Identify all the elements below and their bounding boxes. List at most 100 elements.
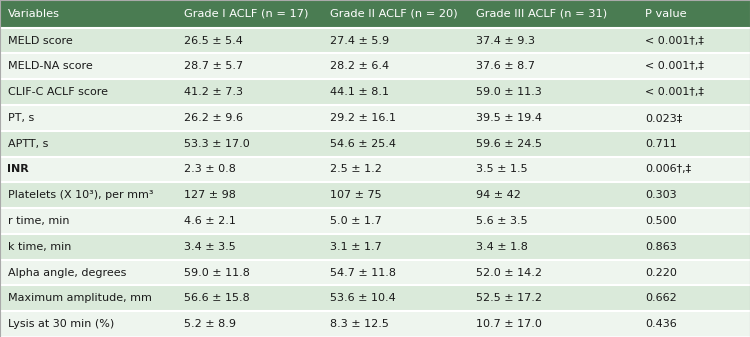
Text: MELD-NA score: MELD-NA score bbox=[8, 61, 92, 71]
Bar bbox=[0, 131, 176, 156]
Text: Platelets (X 10³), per mm³: Platelets (X 10³), per mm³ bbox=[8, 190, 153, 200]
Bar bbox=[469, 311, 638, 337]
Text: Grade III ACLF (n = 31): Grade III ACLF (n = 31) bbox=[476, 9, 608, 19]
Text: r time, min: r time, min bbox=[8, 216, 69, 226]
Text: 56.6 ± 15.8: 56.6 ± 15.8 bbox=[184, 293, 250, 303]
Text: 3.1 ± 1.7: 3.1 ± 1.7 bbox=[330, 242, 382, 252]
Text: 0.500: 0.500 bbox=[645, 216, 676, 226]
Bar bbox=[322, 234, 469, 259]
Bar bbox=[638, 208, 750, 234]
Text: k time, min: k time, min bbox=[8, 242, 70, 252]
Bar bbox=[469, 234, 638, 259]
Bar bbox=[176, 208, 322, 234]
Text: 127 ± 98: 127 ± 98 bbox=[184, 190, 236, 200]
Text: Maximum amplitude, mm: Maximum amplitude, mm bbox=[8, 293, 152, 303]
Text: 27.4 ± 5.9: 27.4 ± 5.9 bbox=[330, 35, 389, 45]
Text: 3.5 ± 1.5: 3.5 ± 1.5 bbox=[476, 164, 528, 175]
Bar bbox=[469, 285, 638, 311]
Text: 10.7 ± 17.0: 10.7 ± 17.0 bbox=[476, 319, 542, 329]
Text: 59.0 ± 11.8: 59.0 ± 11.8 bbox=[184, 268, 250, 278]
Bar bbox=[176, 182, 322, 208]
Text: 29.2 ± 16.1: 29.2 ± 16.1 bbox=[330, 113, 396, 123]
Bar bbox=[638, 285, 750, 311]
Bar bbox=[322, 285, 469, 311]
Text: 3.4 ± 1.8: 3.4 ± 1.8 bbox=[476, 242, 528, 252]
Text: 28.7 ± 5.7: 28.7 ± 5.7 bbox=[184, 61, 243, 71]
Text: 37.4 ± 9.3: 37.4 ± 9.3 bbox=[476, 35, 536, 45]
Bar bbox=[638, 0, 750, 28]
Bar bbox=[322, 259, 469, 285]
Text: 5.6 ± 3.5: 5.6 ± 3.5 bbox=[476, 216, 528, 226]
Bar bbox=[0, 259, 176, 285]
Text: Grade II ACLF (n = 20): Grade II ACLF (n = 20) bbox=[330, 9, 458, 19]
Text: 2.5 ± 1.2: 2.5 ± 1.2 bbox=[330, 164, 382, 175]
Text: 59.6 ± 24.5: 59.6 ± 24.5 bbox=[476, 139, 542, 149]
Bar bbox=[469, 131, 638, 156]
Bar bbox=[322, 54, 469, 79]
Bar bbox=[0, 0, 176, 28]
Text: 5.0 ± 1.7: 5.0 ± 1.7 bbox=[330, 216, 382, 226]
Text: 0.436: 0.436 bbox=[645, 319, 676, 329]
Text: Grade I ACLF (n = 17): Grade I ACLF (n = 17) bbox=[184, 9, 308, 19]
Bar bbox=[469, 259, 638, 285]
Bar bbox=[0, 79, 176, 105]
Text: 94 ± 42: 94 ± 42 bbox=[476, 190, 521, 200]
Bar bbox=[0, 311, 176, 337]
Bar bbox=[638, 28, 750, 54]
Bar bbox=[0, 234, 176, 259]
Bar bbox=[0, 208, 176, 234]
Text: 2.3 ± 0.8: 2.3 ± 0.8 bbox=[184, 164, 236, 175]
Text: 59.0 ± 11.3: 59.0 ± 11.3 bbox=[476, 87, 542, 97]
Bar bbox=[322, 0, 469, 28]
Bar bbox=[176, 54, 322, 79]
Bar bbox=[322, 156, 469, 182]
Text: 39.5 ± 19.4: 39.5 ± 19.4 bbox=[476, 113, 542, 123]
Text: 8.3 ± 12.5: 8.3 ± 12.5 bbox=[330, 319, 388, 329]
Text: 0.006†,‡: 0.006†,‡ bbox=[645, 164, 692, 175]
Bar bbox=[322, 28, 469, 54]
Bar bbox=[469, 28, 638, 54]
Text: 0.662: 0.662 bbox=[645, 293, 676, 303]
Bar bbox=[176, 28, 322, 54]
Bar bbox=[469, 0, 638, 28]
Text: CLIF-C ACLF score: CLIF-C ACLF score bbox=[8, 87, 107, 97]
Text: Alpha angle, degrees: Alpha angle, degrees bbox=[8, 268, 126, 278]
Text: 3.4 ± 3.5: 3.4 ± 3.5 bbox=[184, 242, 236, 252]
Bar bbox=[0, 105, 176, 131]
Bar bbox=[638, 311, 750, 337]
Text: 54.7 ± 11.8: 54.7 ± 11.8 bbox=[330, 268, 396, 278]
Text: 41.2 ± 7.3: 41.2 ± 7.3 bbox=[184, 87, 243, 97]
Text: < 0.001†,‡: < 0.001†,‡ bbox=[645, 61, 704, 71]
Bar bbox=[469, 54, 638, 79]
Bar bbox=[176, 131, 322, 156]
Text: Variables: Variables bbox=[8, 9, 59, 19]
Bar bbox=[322, 182, 469, 208]
Bar bbox=[176, 259, 322, 285]
Bar bbox=[638, 259, 750, 285]
Text: 0.711: 0.711 bbox=[645, 139, 676, 149]
Text: 0.220: 0.220 bbox=[645, 268, 676, 278]
Bar bbox=[176, 0, 322, 28]
Text: < 0.001†,‡: < 0.001†,‡ bbox=[645, 35, 704, 45]
Bar bbox=[638, 182, 750, 208]
Bar bbox=[0, 182, 176, 208]
Text: 4.6 ± 2.1: 4.6 ± 2.1 bbox=[184, 216, 236, 226]
Text: Lysis at 30 min (%): Lysis at 30 min (%) bbox=[8, 319, 114, 329]
Bar bbox=[638, 131, 750, 156]
Bar bbox=[469, 79, 638, 105]
Bar bbox=[0, 28, 176, 54]
Bar bbox=[638, 105, 750, 131]
Text: 0.863: 0.863 bbox=[645, 242, 676, 252]
Bar bbox=[638, 234, 750, 259]
Text: MELD score: MELD score bbox=[8, 35, 72, 45]
Text: 26.2 ± 9.6: 26.2 ± 9.6 bbox=[184, 113, 243, 123]
Text: P value: P value bbox=[645, 9, 687, 19]
Text: 5.2 ± 8.9: 5.2 ± 8.9 bbox=[184, 319, 236, 329]
Text: 107 ± 75: 107 ± 75 bbox=[330, 190, 382, 200]
Bar bbox=[0, 156, 176, 182]
Bar bbox=[322, 131, 469, 156]
Bar bbox=[176, 105, 322, 131]
Bar bbox=[638, 156, 750, 182]
Text: 44.1 ± 8.1: 44.1 ± 8.1 bbox=[330, 87, 389, 97]
Bar bbox=[322, 79, 469, 105]
